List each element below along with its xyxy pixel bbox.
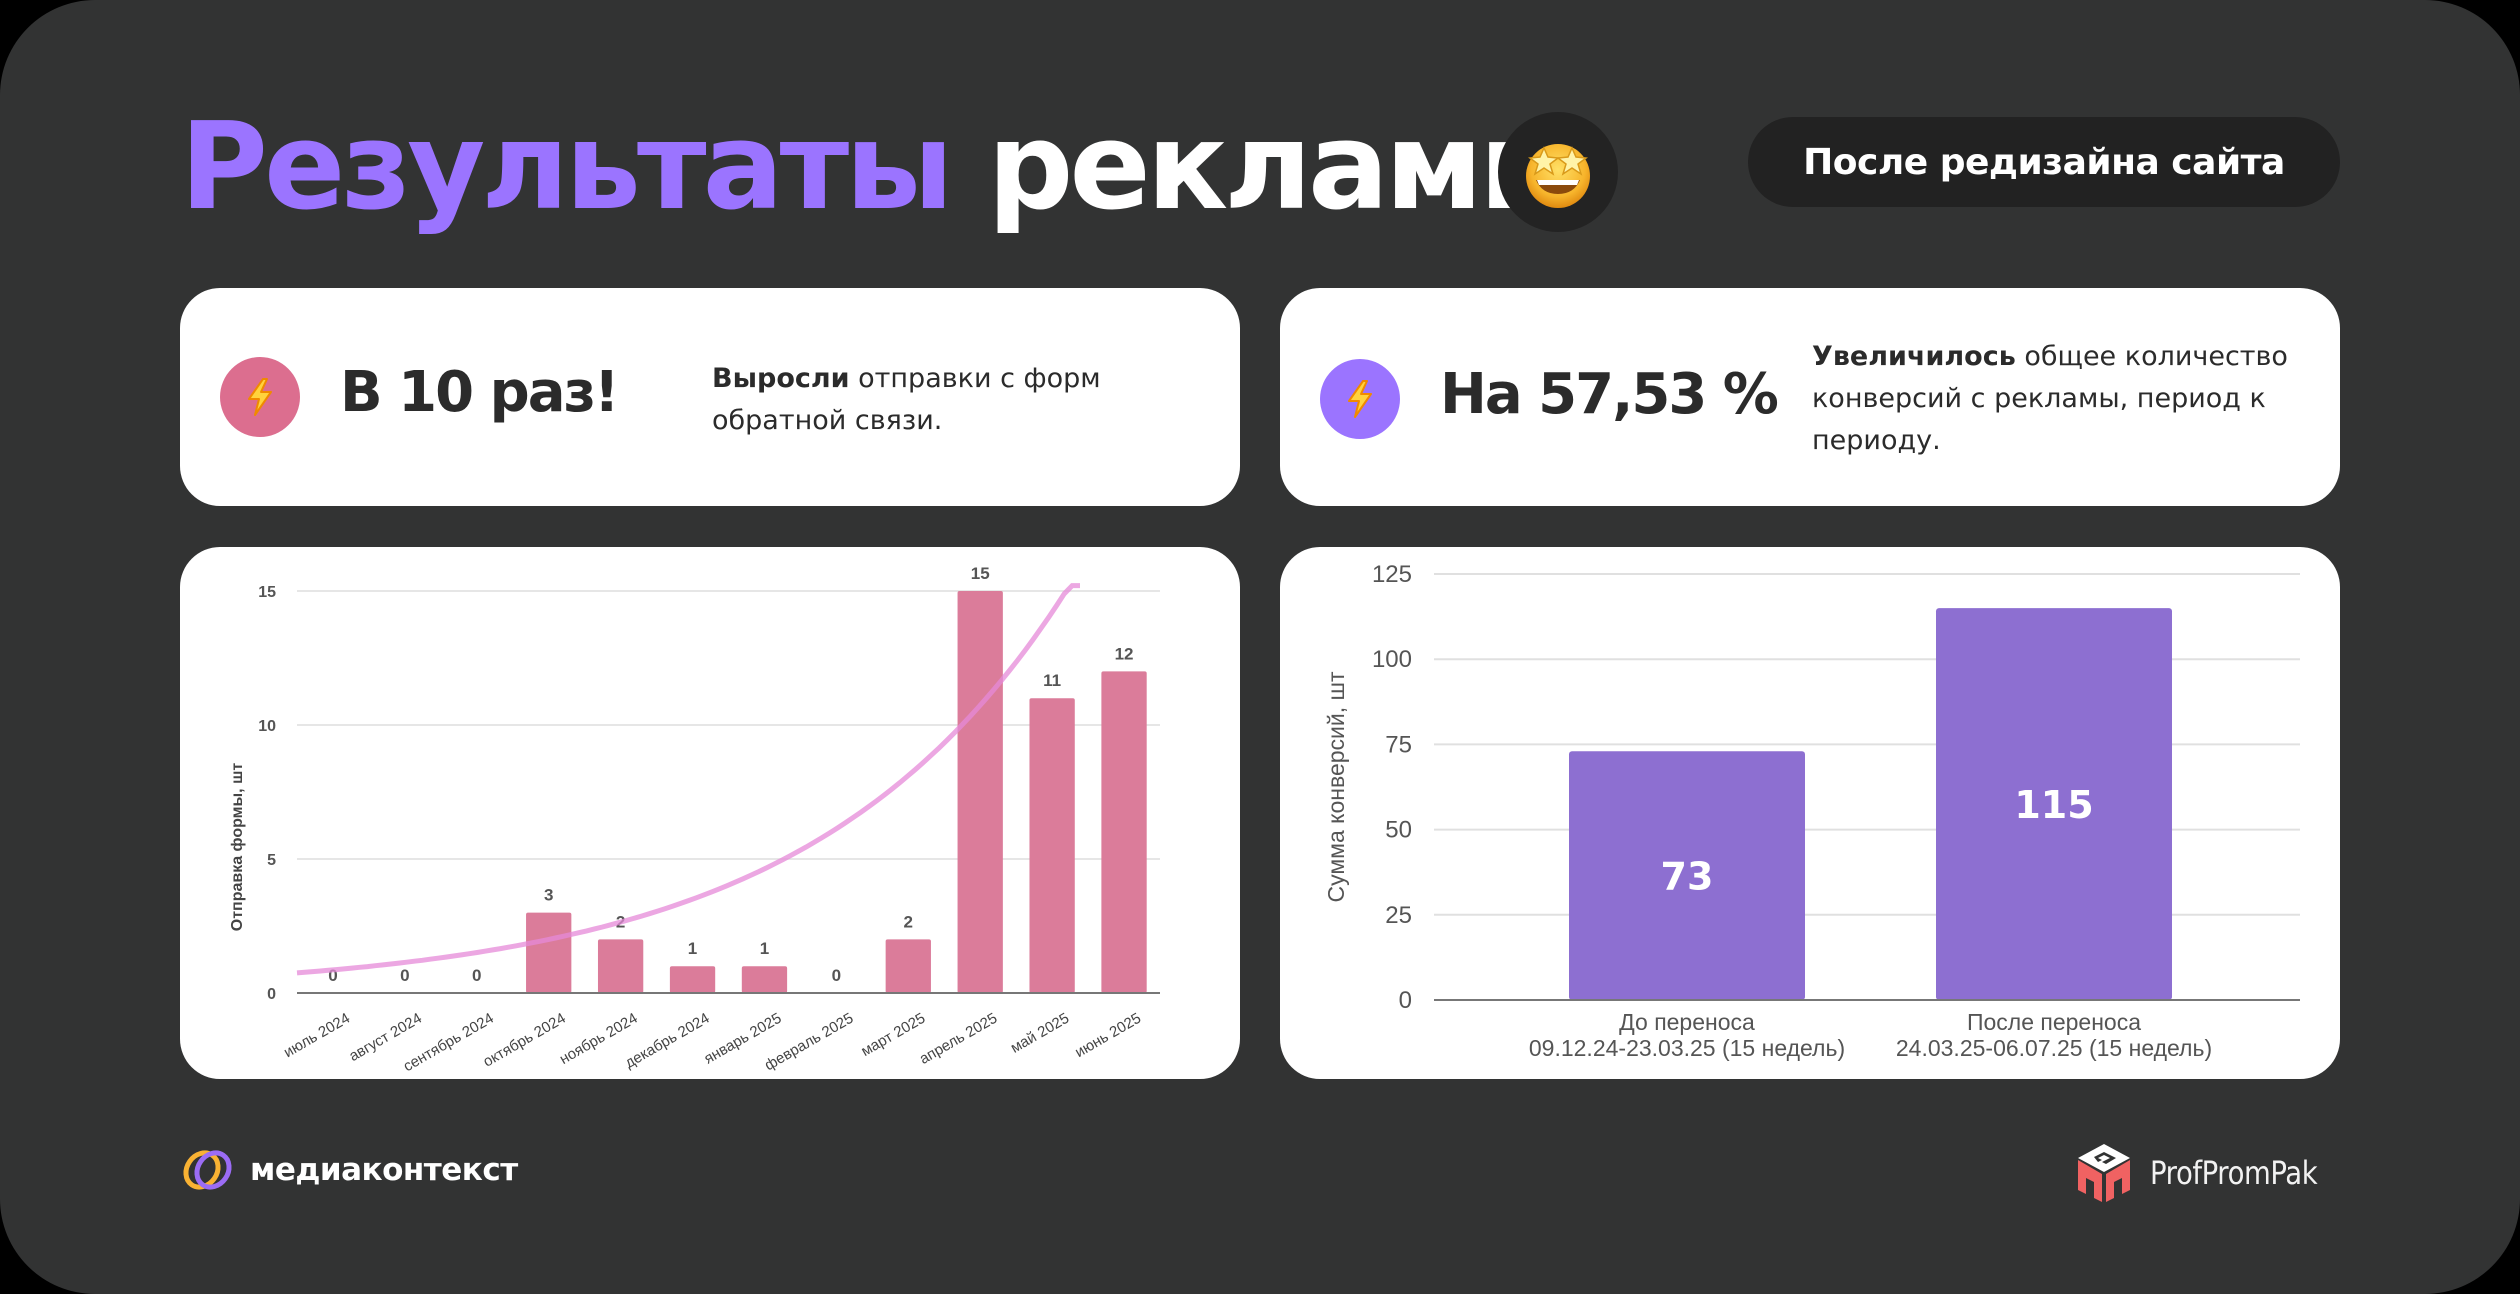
lightning-icon (248, 378, 272, 416)
data-label: 2 (904, 912, 913, 931)
brand-name: медиаконтекст (250, 1152, 518, 1188)
stat-description-rest: общее количество конверсий с рекламы, пе… (1812, 341, 2288, 456)
bar (957, 591, 1003, 993)
data-label: 0 (832, 966, 841, 985)
brand-name: ProfPromPak (2150, 1154, 2318, 1192)
y-tick-label: 25 (1385, 902, 1412, 929)
bar (1101, 671, 1147, 993)
x-tick-label: После переноса (1967, 1009, 2141, 1035)
bar (1936, 608, 2172, 1000)
y-tick-label: 15 (258, 584, 276, 601)
footer-brand-mediakontekst: медиаконтекст (180, 1148, 518, 1192)
stat-description-bold: Выросли (712, 363, 850, 394)
stat-card-form-submissions: В 10 раз! Выросли отправки с форм обратн… (180, 288, 1240, 506)
y-tick-label: 100 (1372, 646, 1412, 673)
stat-description: Выросли отправки с форм обратной связи. (712, 358, 1182, 442)
y-tick-label: 10 (258, 718, 276, 735)
x-tick-label: 24.03.25-06.07.25 (15 недель) (1896, 1035, 2212, 1061)
bar (1029, 698, 1075, 993)
data-label: 15 (971, 564, 990, 583)
y-tick-label: 125 (1372, 561, 1412, 588)
x-tick-label: До переноса (1619, 1009, 1755, 1035)
mediakontekst-logo-icon (183, 1150, 232, 1190)
data-label: 1 (760, 939, 769, 958)
data-label: 12 (1115, 644, 1134, 663)
chart-card-form-submissions: 0 5 10 15 0 июль 2024 0 август 2024 0 сентябрь 20… (180, 547, 1240, 1079)
y-tick-label: 75 (1385, 731, 1412, 758)
stat-card-conversions: На 57,53 % Увеличилось общее количество … (1280, 288, 2340, 506)
title-accent: Результаты (180, 98, 954, 237)
stat-description-bold: Увеличилось (1812, 341, 2016, 372)
x-tick-label: май 2025 (1008, 1010, 1072, 1057)
title-rest: рекламы (987, 98, 1587, 237)
data-label: 0 (328, 966, 337, 985)
x-tick-label: апрель 2025 (917, 1010, 1001, 1068)
data-label: 1 (688, 939, 697, 958)
y-axis-label: Отправка формы, шт (229, 763, 246, 932)
y-tick-label: 0 (1399, 987, 1412, 1014)
lightning-icon (1320, 359, 1400, 439)
data-label: 3 (544, 886, 553, 905)
lightning-icon (1348, 380, 1372, 418)
bar (597, 939, 644, 993)
x-tick-label: июль 2024 (281, 1010, 353, 1061)
page-title: Результаты рекламы (180, 98, 1588, 238)
trendline (296, 583, 1080, 976)
bar (741, 966, 788, 993)
stat-value: В 10 раз! (340, 360, 620, 425)
data-label: 73 (1661, 855, 1714, 899)
x-tick-label: июнь 2025 (1072, 1010, 1144, 1061)
bar (669, 966, 716, 993)
data-label: 0 (472, 966, 481, 985)
bar (885, 939, 931, 993)
y-axis-label: Сумма конверсий, шт (1323, 671, 1349, 902)
stat-description-rest: отправки с форм обратной связи. (712, 363, 1101, 436)
footer-brand-profprompak: ProfPromPak (2072, 1138, 2344, 1208)
profprompak-logo-icon (2078, 1144, 2130, 1202)
conversions-bar-chart: 0 25 50 75 100 125 73 До переноса09.12.24-23.03… (1323, 561, 2300, 1061)
y-tick-label: 50 (1385, 817, 1412, 844)
star-struck-emoji-icon (1498, 112, 1618, 232)
stat-value: На 57,53 % (1440, 362, 1779, 427)
lightning-icon (220, 357, 300, 437)
star-struck-emoji-icon (1526, 144, 1590, 208)
stat-description: Увеличилось общее количество конверсий с… (1812, 336, 2312, 462)
y-tick-label: 0 (267, 986, 276, 1003)
data-label: 11 (1043, 671, 1061, 690)
y-tick-label: 5 (267, 852, 276, 869)
chart-card-conversions: 0 25 50 75 100 125 73 До переноса 09.12.24-23.03… (1280, 547, 2340, 1079)
bar (526, 912, 572, 993)
data-label: 0 (400, 966, 409, 985)
context-badge: После редизайна сайта (1748, 117, 2340, 207)
data-label: 115 (2014, 783, 2093, 827)
bar (1569, 751, 1805, 1000)
x-tick-label: 09.12.24-23.03.25 (15 недель) (1529, 1035, 1845, 1061)
